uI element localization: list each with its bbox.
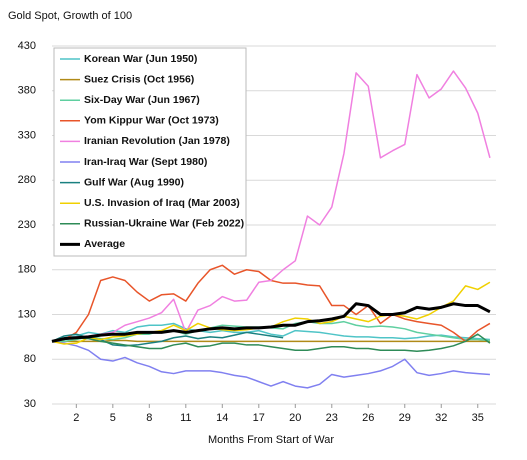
legend-label: Iran-Iraq War (Sept 1980) bbox=[84, 156, 207, 168]
legend-box bbox=[53, 47, 247, 257]
x-tick-label: 23 bbox=[326, 412, 338, 424]
chart-title: Gold Spot, Growth of 100 bbox=[8, 10, 132, 22]
x-tick-label: 8 bbox=[146, 412, 152, 424]
y-tick-label: 80 bbox=[24, 353, 36, 365]
x-tick-label: 35 bbox=[472, 412, 484, 424]
legend-label: Gulf War (Aug 1990) bbox=[84, 176, 184, 188]
legend-label: Korean War (Jun 1950) bbox=[84, 53, 197, 65]
series-line bbox=[51, 70, 491, 343]
y-tick-label: 30 bbox=[24, 398, 36, 410]
series-line bbox=[51, 302, 491, 343]
x-tick-label: 26 bbox=[362, 412, 374, 424]
y-tick-label: 380 bbox=[18, 85, 36, 97]
y-tick-label: 330 bbox=[18, 129, 36, 141]
series-line bbox=[52, 339, 490, 343]
y-tick-label: 430 bbox=[18, 40, 36, 52]
legend-label: Iranian Revolution (Jan 1978) bbox=[84, 135, 230, 147]
x-tick-label: 32 bbox=[435, 412, 447, 424]
y-tick-label: 130 bbox=[18, 308, 36, 320]
x-tick-label: 5 bbox=[110, 412, 116, 424]
legend-label: Average bbox=[84, 238, 125, 250]
y-tick-label: 230 bbox=[18, 219, 36, 231]
legend-label: Six-Day War (Jun 1967) bbox=[84, 94, 200, 106]
legend-label: Yom Kippur War (Oct 1973) bbox=[84, 115, 219, 127]
y-tick-label: 180 bbox=[18, 264, 36, 276]
x-axis-label: Months From Start of War bbox=[208, 434, 334, 446]
series-line bbox=[51, 340, 490, 389]
series-line bbox=[51, 333, 491, 352]
x-tick-label: 29 bbox=[399, 412, 411, 424]
legend-label: U.S. Invasion of Iraq (Mar 2003) bbox=[84, 197, 240, 209]
x-tick-label: 17 bbox=[253, 412, 265, 424]
y-tick-label: 280 bbox=[18, 174, 36, 186]
x-tick-label: 2 bbox=[73, 412, 79, 424]
x-tick-label: 14 bbox=[216, 412, 228, 424]
legend-label: Russian-Ukraine War (Feb 2022) bbox=[84, 218, 244, 230]
x-tick-label: 20 bbox=[289, 412, 301, 424]
x-tick-label: 11 bbox=[180, 412, 191, 424]
series-line bbox=[51, 322, 490, 343]
legend: Korean War (Jun 1950) Suez Crisis (Oct 19… bbox=[53, 47, 247, 257]
legend-label: Suez Crisis (Oct 1956) bbox=[84, 73, 194, 85]
